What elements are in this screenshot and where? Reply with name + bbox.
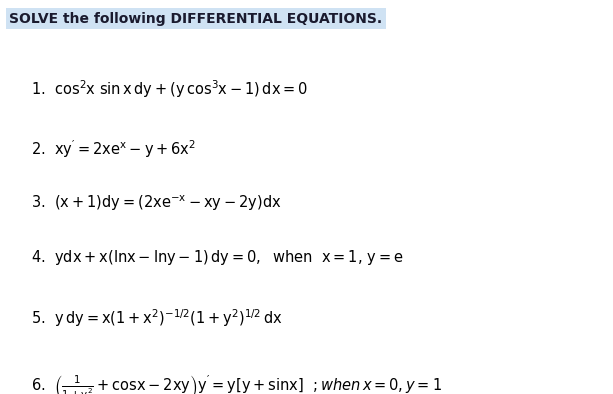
Text: 2.  $\mathregular{xy' = 2xe^x - y + 6x^2}$: 2. $\mathregular{xy' = 2xe^x - y + 6x^2}… [31, 138, 196, 160]
Text: 1.  $\mathregular{cos^2x}$ $\mathregular{sin\,x\,dy + (y\,cos^3x - 1)\,dx = 0}$: 1. $\mathregular{cos^2x}$ $\mathregular{… [31, 79, 308, 100]
Text: 3.  $\mathregular{(x+1)dy = (2xe^{-x} - xy - 2y)dx}$: 3. $\mathregular{(x+1)dy = (2xe^{-x} - x… [31, 193, 281, 213]
Text: 5.  $\mathregular{y\,dy = x(1 + x^2)^{-1/2}(1 + y^2)^{1/2}\,dx}$: 5. $\mathregular{y\,dy = x(1 + x^2)^{-1/… [31, 307, 282, 329]
Text: 4.  $\mathregular{ydx + x(lnx - lny - 1)\,dy = 0,}$  when  $\mathregular{x = 1,\: 4. $\mathregular{ydx + x(lnx - lny - 1)\… [31, 248, 403, 267]
Text: 6.  $\mathregular{\left(\frac{1}{1+y^2} + cosx - 2xy\right)y' = y[y + sinx]}$  $: 6. $\mathregular{\left(\frac{1}{1+y^2} +… [31, 374, 441, 394]
Text: SOLVE the following DIFFERENTIAL EQUATIONS.: SOLVE the following DIFFERENTIAL EQUATIO… [9, 12, 383, 26]
